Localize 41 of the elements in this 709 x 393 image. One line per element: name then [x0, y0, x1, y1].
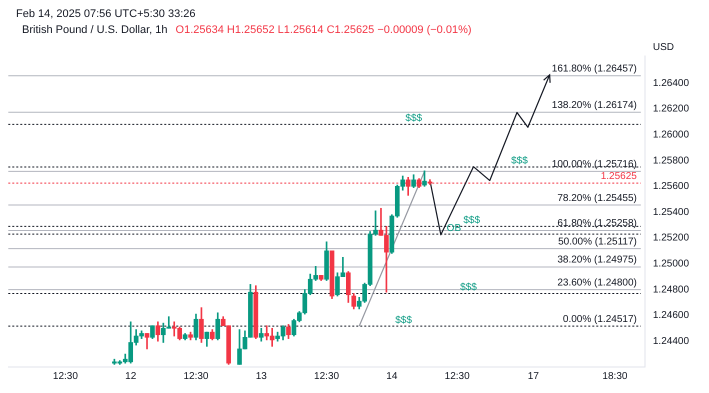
ref-line-label: 161.80% (1.26457) — [552, 63, 637, 74]
x-tick-label: 13 — [256, 370, 268, 382]
ref-line-label: 50.00% (1.25117) — [558, 236, 637, 248]
x-tick-label: 12 — [125, 370, 137, 382]
candlestick — [144, 333, 150, 350]
annotation: $$$ — [463, 215, 480, 226]
annotation: $$$ — [511, 156, 528, 167]
y-tick-label: 1.26400 — [652, 78, 690, 89]
ref-line-label: 0.00% (1.24517) — [562, 314, 637, 325]
ref-line-label: 23.60% (1.24800) — [557, 277, 637, 288]
chart-subtitle: O1.25634 H1.25652 L1.25614 C1.25625 −0.00009 (−0.01%) — [176, 24, 472, 36]
x-tick-label: 14 — [386, 370, 398, 382]
annotation: $$$ — [395, 314, 412, 326]
y-axis-title: USD — [652, 42, 674, 53]
y-tick-label: 1.25000 — [652, 258, 690, 270]
x-tick-label: 17 — [528, 370, 540, 382]
ref-line-label: 100.00% (1.25716) — [552, 159, 637, 170]
x-tick-label: 18:30 — [602, 370, 628, 382]
x-tick-label: 12:30 — [444, 370, 470, 382]
y-tick-label: 1.24600 — [652, 310, 690, 322]
ref-line-label: 78.20% (1.25455) — [557, 192, 637, 204]
y-tick-label: 1.24400 — [652, 336, 690, 347]
y-tick-label: 1.26000 — [652, 129, 690, 140]
y-tick-label: 1.26200 — [652, 104, 690, 115]
chart-title: British Pound / U.S. Dollar, 1h — [22, 24, 168, 36]
x-tick-label: 12:30 — [52, 370, 78, 382]
y-tick-label: 1.25200 — [652, 232, 690, 244]
text: Feb 14, 2025 07:56 UTC+5:30 33:26 — [16, 8, 196, 20]
x-tick-label: 12:30 — [183, 370, 209, 382]
y-tick-label: 1.24800 — [652, 284, 690, 296]
annotation: $$$ — [405, 113, 423, 124]
ref-line-label: 1.25625 — [600, 170, 638, 182]
x-tick-label: 12:30 — [314, 370, 340, 382]
ref-line-label: 138.20% (1.26174) — [552, 100, 637, 112]
y-tick-label: 1.25400 — [652, 206, 690, 218]
annotation: OB — [446, 222, 462, 234]
annotation: $$$ — [460, 282, 478, 294]
ref-line-label: 61.80% (1.25258) — [557, 218, 637, 230]
y-tick-label: 1.25600 — [652, 181, 690, 192]
y-tick-label: 1.25800 — [652, 155, 690, 166]
ref-line-label: 38.20% (1.24975) — [557, 254, 637, 266]
